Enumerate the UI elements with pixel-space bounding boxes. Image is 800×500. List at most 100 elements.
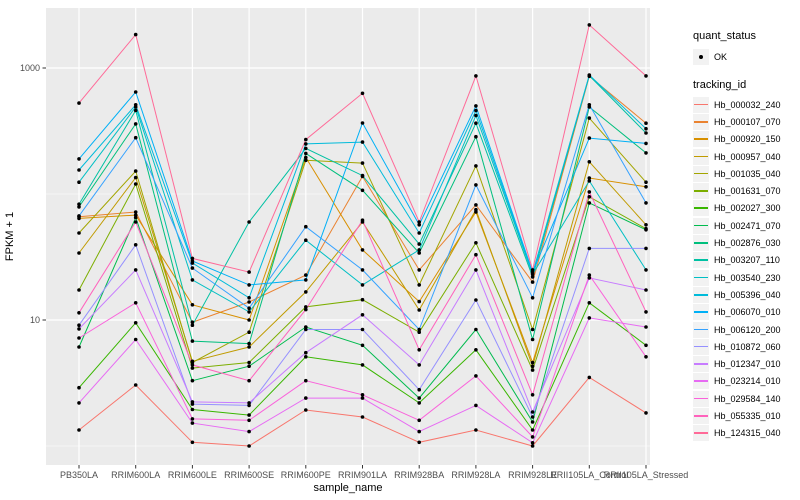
data-point [190, 303, 195, 307]
legend-key-icon [693, 304, 709, 321]
data-point [247, 418, 251, 423]
data-point [133, 169, 138, 173]
data-point [190, 320, 195, 325]
tracking-id-legend-title: tracking_id [693, 79, 747, 91]
data-point [417, 387, 422, 392]
data-point [530, 368, 535, 372]
data-point [304, 355, 308, 359]
x-axis-title: sample_name [313, 482, 382, 494]
data-point [190, 323, 195, 328]
data-point [360, 121, 365, 125]
data-point [247, 270, 251, 274]
legend-item-Hb_029584_140: Hb_029584_140 [693, 390, 799, 407]
data-point [530, 327, 535, 332]
data-point [474, 203, 478, 207]
data-point [304, 350, 308, 355]
legend-item-Hb_003207_110: Hb_003207_110 [693, 252, 799, 269]
data-point [644, 74, 648, 78]
data-point [190, 417, 195, 421]
data-point [587, 73, 592, 77]
data-point [190, 266, 195, 270]
legend-item-Hb_002471_070: Hb_002471_070 [693, 217, 799, 234]
data-point [360, 268, 365, 272]
tracking-id-entries: Hb_000032_240 Hb_000107_070 Hb_000920_150 H… [693, 96, 799, 442]
data-point [530, 435, 535, 439]
x-tick-label: PB350LA [60, 470, 98, 480]
legend-key-icon [693, 165, 709, 182]
legend-key-icon [693, 96, 709, 113]
data-point [644, 310, 648, 314]
data-point [417, 231, 422, 235]
x-tick-label: RRIM600SE [224, 470, 274, 480]
data-point [530, 415, 535, 419]
data-point [304, 327, 308, 332]
data-point [587, 103, 592, 107]
data-point [190, 421, 195, 425]
data-point [360, 363, 365, 367]
data-point [587, 160, 592, 164]
data-point [360, 415, 365, 419]
legend-key-icon [693, 113, 709, 130]
data-point [190, 278, 195, 282]
data-point [77, 214, 81, 218]
data-point [587, 136, 592, 140]
legend-item-Hb_006120_200: Hb_006120_200 [693, 321, 799, 338]
legend-key-line [694, 242, 708, 244]
quant-status-legend-title: quant_status [693, 30, 756, 42]
data-point [644, 185, 648, 189]
legend-label: Hb_002471_070 [714, 220, 781, 231]
data-point [360, 343, 365, 348]
legend-item-Hb_010872_060: Hb_010872_060 [693, 338, 799, 355]
data-point [644, 325, 648, 329]
data-point [133, 301, 138, 305]
data-point [247, 413, 251, 417]
legend-key-line [694, 328, 708, 331]
legend-label: Hb_005396_040 [714, 289, 781, 300]
data-point [474, 241, 478, 245]
x-tick-label: RRIM928LE [508, 470, 557, 480]
data-point [77, 385, 81, 390]
legend: quant_status OK tracking_id Hb_000032_24… [693, 30, 799, 442]
data-point [587, 195, 592, 199]
data-point [530, 268, 535, 272]
legend-label: Hb_012347_010 [714, 359, 781, 370]
data-point [304, 305, 308, 309]
legend-label: Hb_029584_140 [714, 393, 781, 404]
data-point [133, 243, 138, 247]
data-point [360, 327, 365, 332]
data-point [587, 201, 592, 205]
legend-item-Hb_002027_300: Hb_002027_300 [693, 200, 799, 217]
legend-label: Hb_000957_040 [714, 151, 781, 162]
data-point [304, 378, 308, 383]
legend-label: Hb_010872_060 [714, 341, 781, 352]
data-point [587, 316, 592, 320]
legend-key-line [694, 414, 708, 417]
data-point [247, 364, 251, 369]
data-point [417, 220, 422, 224]
data-point [77, 336, 81, 340]
data-point [304, 238, 308, 242]
data-point [247, 300, 251, 304]
point-marker-icon [698, 54, 704, 60]
data-point [474, 327, 478, 332]
data-point [644, 268, 648, 272]
data-point [77, 101, 81, 105]
data-point [644, 411, 648, 415]
data-point [247, 341, 251, 346]
data-point [360, 173, 365, 178]
data-point [360, 218, 365, 222]
legend-label: Hb_002027_300 [714, 203, 781, 214]
legend-key-line [694, 311, 708, 313]
legend-label: Hb_003207_110 [714, 255, 780, 266]
data-point [587, 276, 592, 280]
legend-key-line [694, 120, 708, 123]
data-point [530, 420, 535, 424]
data-point [474, 374, 478, 378]
legend-item-Hb_000957_040: Hb_000957_040 [693, 148, 799, 165]
x-tick-label: RRIM901LA [338, 470, 387, 480]
data-point [474, 268, 478, 272]
data-point [417, 348, 422, 352]
data-point [133, 122, 138, 126]
legend-key-line [694, 380, 708, 382]
